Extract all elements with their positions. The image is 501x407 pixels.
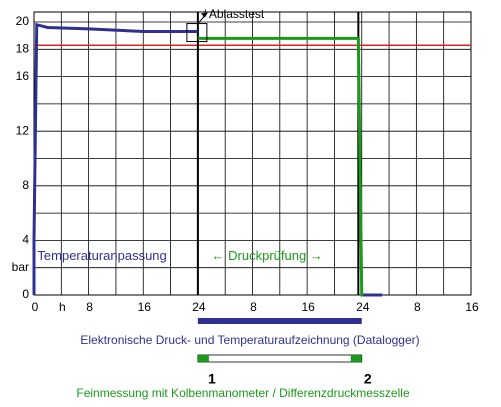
x-tick-label: 0 [32,300,39,314]
phase-bar [197,354,363,363]
y-tick-label: 8 [22,178,29,192]
x-tick-label: 8 [86,300,93,314]
y-tick-label: 20 [16,14,30,28]
phase-label: Feinmessung mit Kolbenmanometer / Differ… [76,386,410,400]
phase-marker: 2 [364,371,372,387]
phase-bar-end [350,355,362,362]
y-tick-label: 18 [16,41,30,55]
x-tick-label: 24 [192,300,206,314]
y-tick-label: 16 [16,69,30,83]
arrow-head [200,12,208,18]
x-tick-label: 8 [414,300,421,314]
x-tick-label: 16 [138,300,152,314]
x-tick-label: h [59,300,66,314]
x-tick-label: 16 [465,300,479,314]
y-tick-label: bar [12,260,29,274]
phase-marker: 1 [208,371,216,387]
y-tick-label: 12 [16,123,30,137]
y-tick-label: 0 [22,287,29,301]
phase-label: Elektronische Druck- und Temperaturaufze… [80,333,419,347]
line-series [197,36,364,297]
y-tick-label: 4 [22,233,29,247]
phase-bar-end [197,355,209,362]
callout-label: / Ablasstest [203,7,265,21]
x-tick-label: 16 [301,300,315,314]
annotation: ← Druckprüfung → [212,248,323,263]
phase-bar [197,318,362,324]
annotation: Temperaturanpassung [37,248,166,263]
x-tick-label: 24 [356,300,370,314]
line-series [32,22,198,295]
x-tick-label: 8 [250,300,257,314]
callout-box [186,23,208,43]
